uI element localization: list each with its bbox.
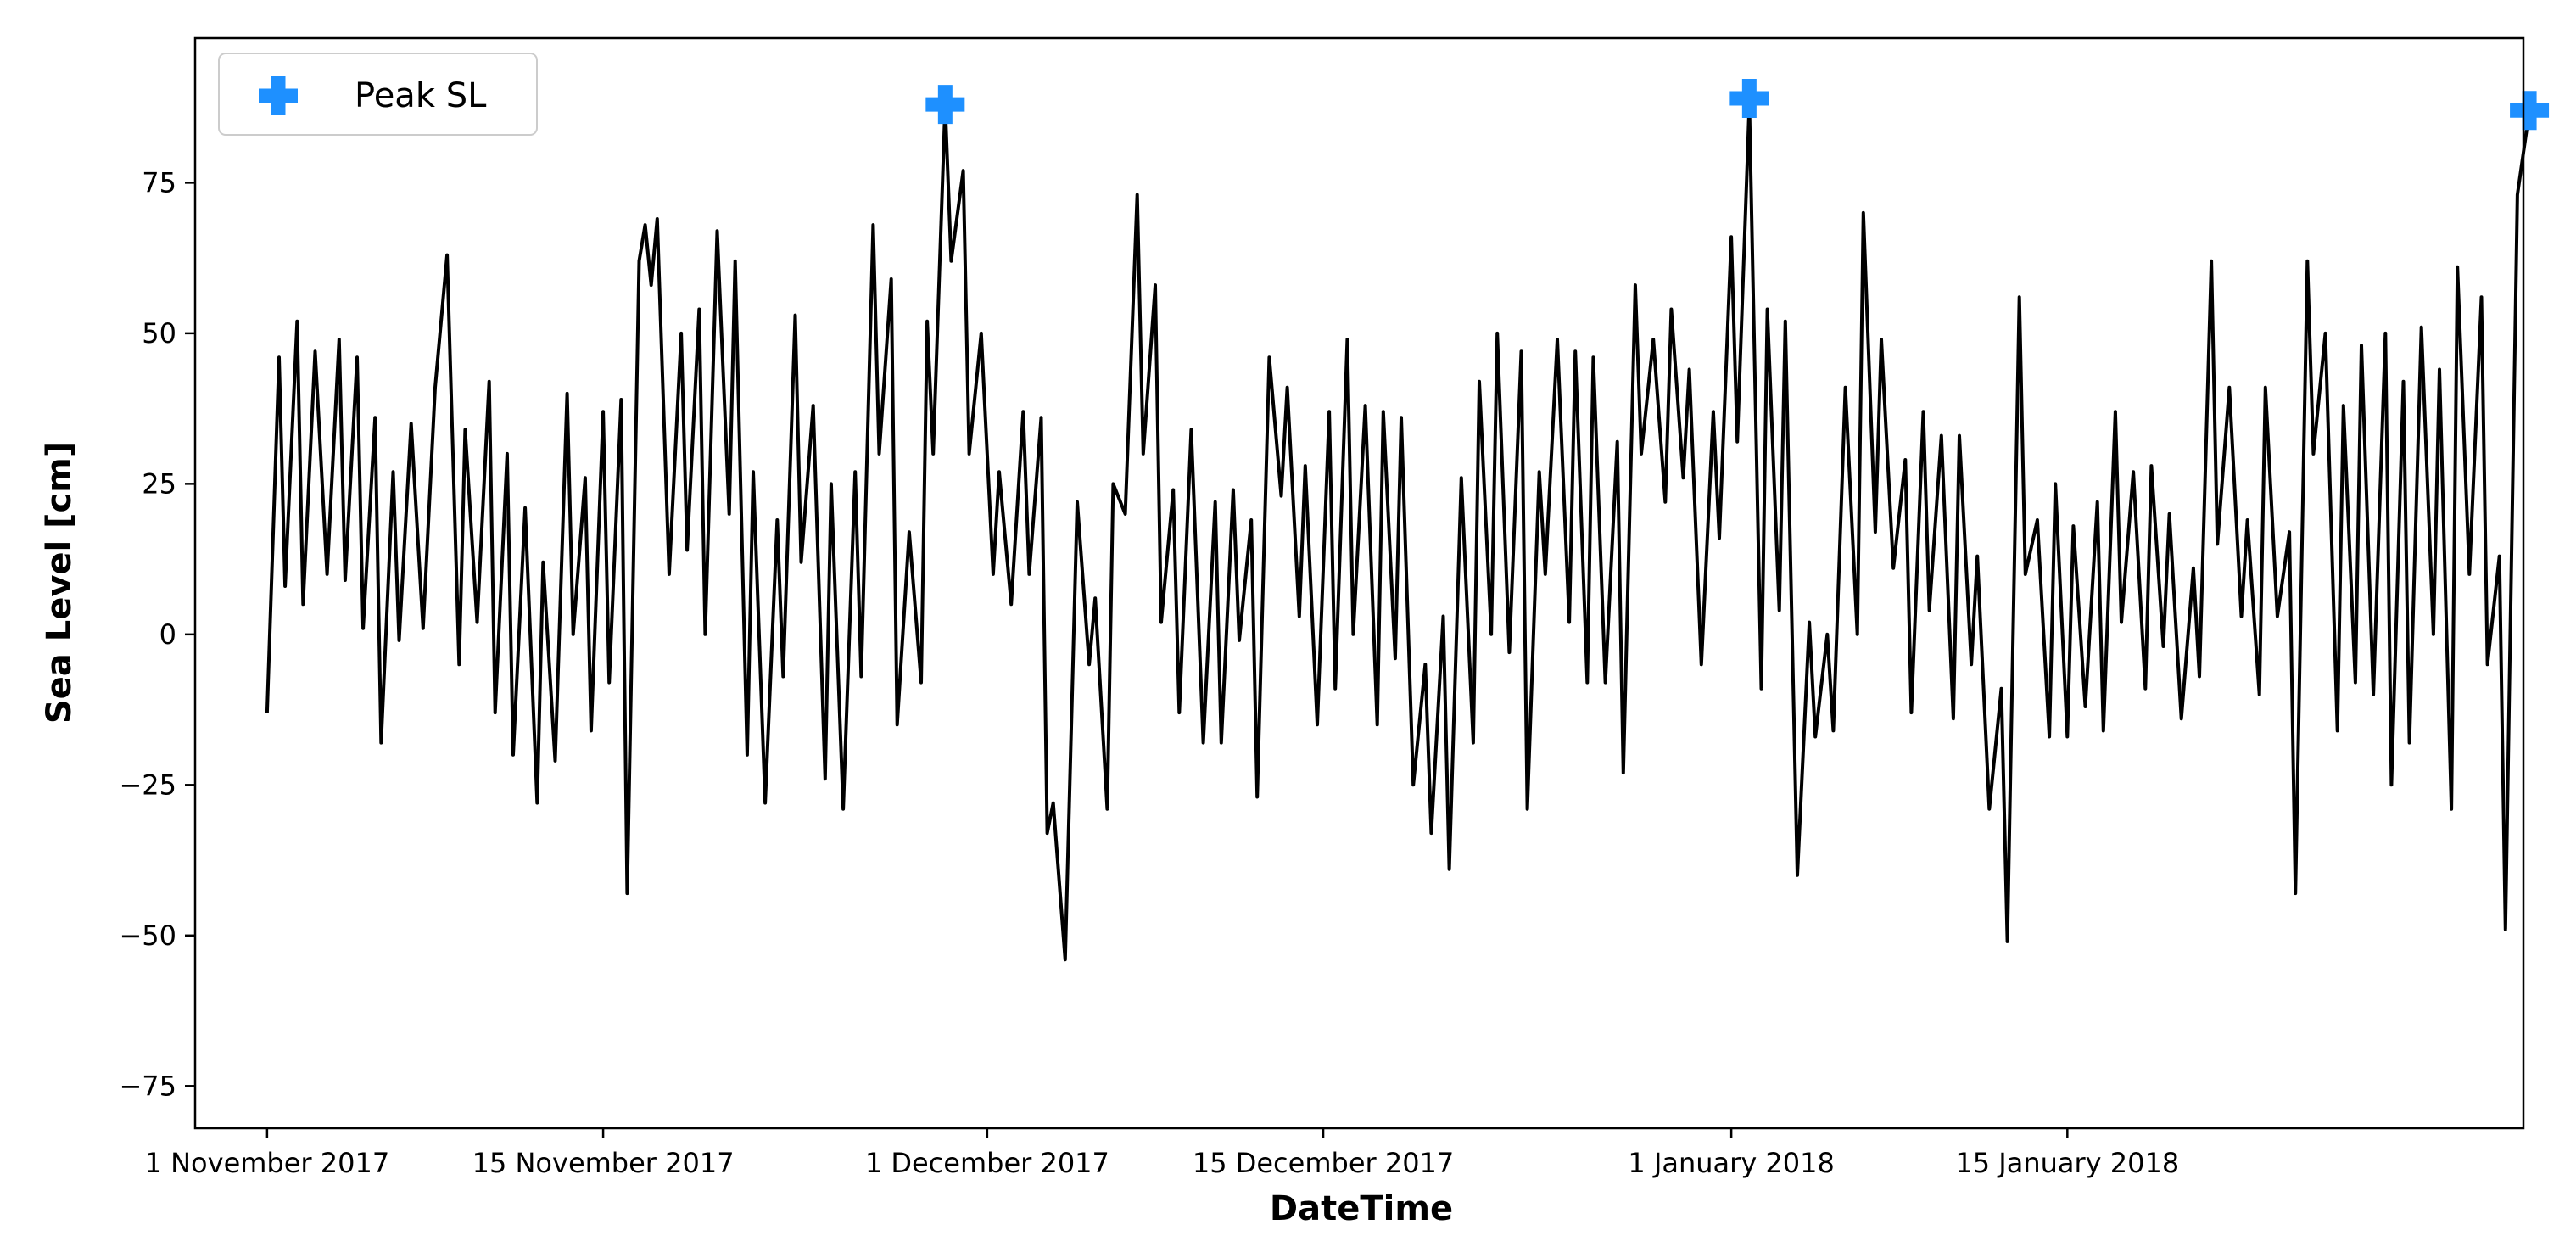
x-axis: 1 November 2017 15 November 2017 1 Decembe… [145, 1128, 2179, 1179]
peak-sl-marker [925, 85, 965, 125]
x-tick-label: 15 December 2017 [1193, 1147, 1454, 1179]
peak-sl-marker [1729, 78, 1769, 118]
sea-level-series-line [265, 103, 2532, 962]
plot-content [265, 78, 2550, 962]
x-tick-label: 15 November 2017 [472, 1147, 735, 1179]
y-axis: 75 50 25 0 −25 −50 −75 [119, 166, 195, 1102]
y-axis-label: Sea Level [cm] [40, 442, 79, 724]
x-tick-label: 1 November 2017 [145, 1147, 390, 1179]
y-tick-label: −50 [119, 920, 176, 952]
x-tick-label: 1 December 2017 [865, 1147, 1109, 1179]
y-tick-label: −25 [119, 769, 176, 801]
peak-sl-marker [2510, 91, 2550, 131]
x-axis-label: DateTime [1270, 1189, 1453, 1228]
plot-frame [193, 36, 2525, 1130]
y-tick-label: 0 [159, 618, 176, 651]
legend-peak-marker [259, 76, 298, 115]
x-tick-label: 1 January 2018 [1628, 1147, 1834, 1179]
x-tick-label: 15 January 2018 [1955, 1147, 2179, 1179]
legend-box [218, 53, 538, 136]
y-tick-label: 50 [142, 317, 176, 349]
legend-label-peak-sl: Peak SL [355, 76, 487, 115]
legend: Peak SL [218, 53, 538, 136]
y-tick-label: 25 [142, 467, 176, 500]
y-tick-label: 75 [142, 166, 176, 198]
y-tick-label: −75 [119, 1070, 176, 1102]
